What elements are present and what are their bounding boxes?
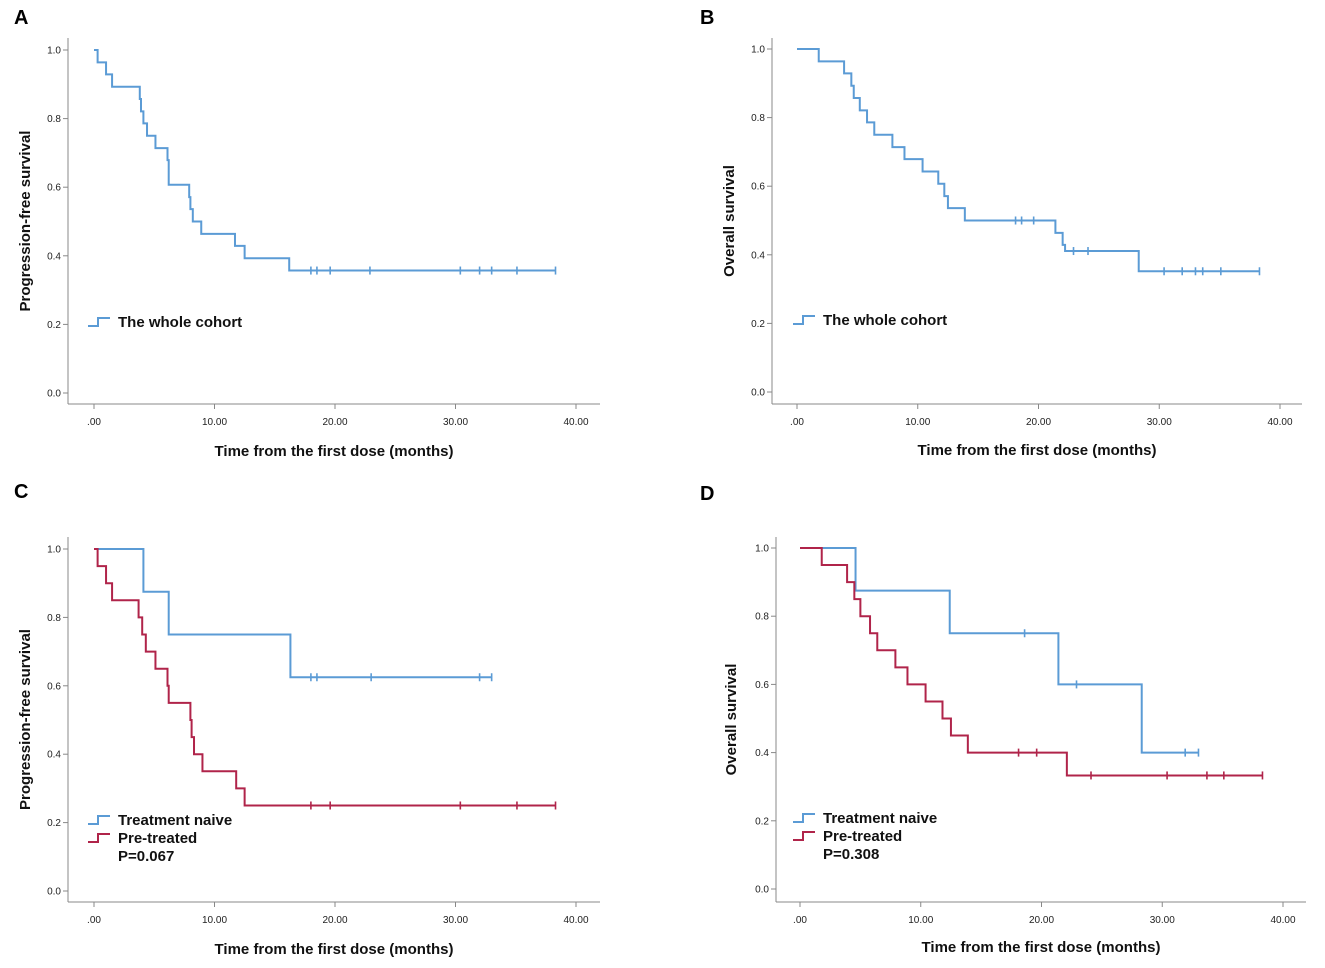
y-tick-label: 0.6 bbox=[755, 680, 769, 691]
km-curve-treatment-naive bbox=[800, 547, 1199, 754]
legend-label: Treatment naive bbox=[118, 812, 232, 829]
y-tick-label: 0.8 bbox=[755, 612, 769, 623]
y-tick-label: 0.8 bbox=[47, 114, 61, 125]
y-tick-label: 0.4 bbox=[47, 251, 61, 262]
x-tick-label: 20.00 bbox=[1029, 915, 1054, 926]
legend-swatch bbox=[88, 833, 110, 843]
p-value: P=0.067 bbox=[118, 848, 174, 865]
x-tick-label: .00 bbox=[87, 915, 101, 926]
y-tick-label: 0.6 bbox=[47, 681, 61, 692]
x-tick-label: 30.00 bbox=[443, 417, 468, 428]
y-tick-label: 1.0 bbox=[47, 46, 61, 57]
legend-label: The whole cohort bbox=[118, 314, 242, 331]
legend-label: Pre-treated bbox=[823, 828, 902, 845]
panel-label: B bbox=[700, 7, 714, 29]
x-tick-label: 40.00 bbox=[1267, 417, 1292, 428]
legend-label: Treatment naive bbox=[823, 810, 937, 827]
x-tick-label: 10.00 bbox=[908, 915, 933, 926]
y-tick-label: 1.0 bbox=[755, 544, 769, 555]
y-tick-label: 0.4 bbox=[755, 748, 769, 759]
x-axis-title: Time from the first dose (months) bbox=[922, 939, 1161, 956]
x-tick-label: 20.00 bbox=[322, 417, 347, 428]
y-tick-label: 1.0 bbox=[47, 545, 61, 556]
km-curve-pre-treated bbox=[94, 548, 556, 807]
legend-label: Pre-treated bbox=[118, 830, 197, 847]
y-tick-label: 0.4 bbox=[751, 250, 765, 261]
x-tick-label: 30.00 bbox=[1147, 417, 1172, 428]
x-axis-title: Time from the first dose (months) bbox=[918, 442, 1157, 459]
x-axis-title: Time from the first dose (months) bbox=[215, 443, 454, 460]
y-axis-title: Progression-free survival bbox=[17, 629, 34, 810]
x-tick-label: 40.00 bbox=[1270, 915, 1295, 926]
y-tick-label: 0.2 bbox=[47, 320, 61, 331]
y-axis-title: Overall survival bbox=[721, 165, 738, 277]
panel-label: D bbox=[700, 483, 714, 505]
x-tick-label: .00 bbox=[793, 915, 807, 926]
km-curve-the-whole-cohort bbox=[797, 48, 1260, 273]
panel-a: A 0.0 0.2 0.4 0.6 0.8 1.0 .00 10.00 20.00 30.00 40.… bbox=[14, 7, 600, 460]
x-axis-title: Time from the first dose (months) bbox=[215, 941, 454, 958]
km-curve-treatment-naive bbox=[94, 548, 492, 679]
y-tick-label: 0.0 bbox=[755, 885, 769, 896]
y-tick-label: 0.2 bbox=[47, 818, 61, 829]
y-tick-label: 0.8 bbox=[751, 113, 765, 124]
y-tick-label: 0.2 bbox=[751, 319, 765, 330]
legend-swatch bbox=[793, 315, 815, 325]
x-tick-label: 10.00 bbox=[202, 417, 227, 428]
legend-swatch bbox=[793, 831, 815, 841]
x-tick-label: 20.00 bbox=[322, 915, 347, 926]
legend-swatch bbox=[88, 815, 110, 825]
x-tick-label: .00 bbox=[87, 417, 101, 428]
y-tick-label: 0.6 bbox=[751, 182, 765, 193]
y-tick-label: 0.2 bbox=[755, 816, 769, 827]
p-value: P=0.308 bbox=[823, 846, 879, 863]
panel-c: C 0.0 0.2 0.4 0.6 0.8 1.0 .00 10.00 20.00 30.00 40.… bbox=[14, 481, 600, 958]
x-tick-label: 40.00 bbox=[563, 417, 588, 428]
x-tick-label: 30.00 bbox=[443, 915, 468, 926]
legend-label: The whole cohort bbox=[823, 312, 947, 329]
panel-d: D 0.0 0.2 0.4 0.6 0.8 1.0 .00 10.00 20.00 30.00 40.… bbox=[700, 483, 1306, 956]
y-tick-label: 0.8 bbox=[47, 613, 61, 624]
km-curve-the-whole-cohort bbox=[94, 49, 556, 272]
x-tick-label: .00 bbox=[790, 417, 804, 428]
y-tick-label: 0.4 bbox=[47, 750, 61, 761]
y-tick-label: 0.0 bbox=[751, 388, 765, 399]
y-tick-label: 0.0 bbox=[47, 389, 61, 400]
legend-swatch bbox=[793, 813, 815, 823]
y-tick-label: 0.6 bbox=[47, 183, 61, 194]
x-tick-label: 20.00 bbox=[1026, 417, 1051, 428]
x-tick-label: 10.00 bbox=[905, 417, 930, 428]
x-tick-label: 10.00 bbox=[202, 915, 227, 926]
panel-label: A bbox=[14, 7, 28, 29]
panel-label: C bbox=[14, 481, 28, 503]
x-tick-label: 40.00 bbox=[563, 915, 588, 926]
x-tick-label: 30.00 bbox=[1150, 915, 1175, 926]
legend-swatch bbox=[88, 317, 110, 327]
y-tick-label: 0.0 bbox=[47, 887, 61, 898]
panel-b: B 0.0 0.2 0.4 0.6 0.8 1.0 .00 10.00 20.00 30.00 40.… bbox=[700, 7, 1302, 459]
y-axis-title: Progression-free survival bbox=[17, 131, 34, 312]
y-axis-title: Overall survival bbox=[723, 664, 740, 776]
y-tick-label: 1.0 bbox=[751, 45, 765, 56]
km-curve-pre-treated bbox=[800, 547, 1263, 777]
